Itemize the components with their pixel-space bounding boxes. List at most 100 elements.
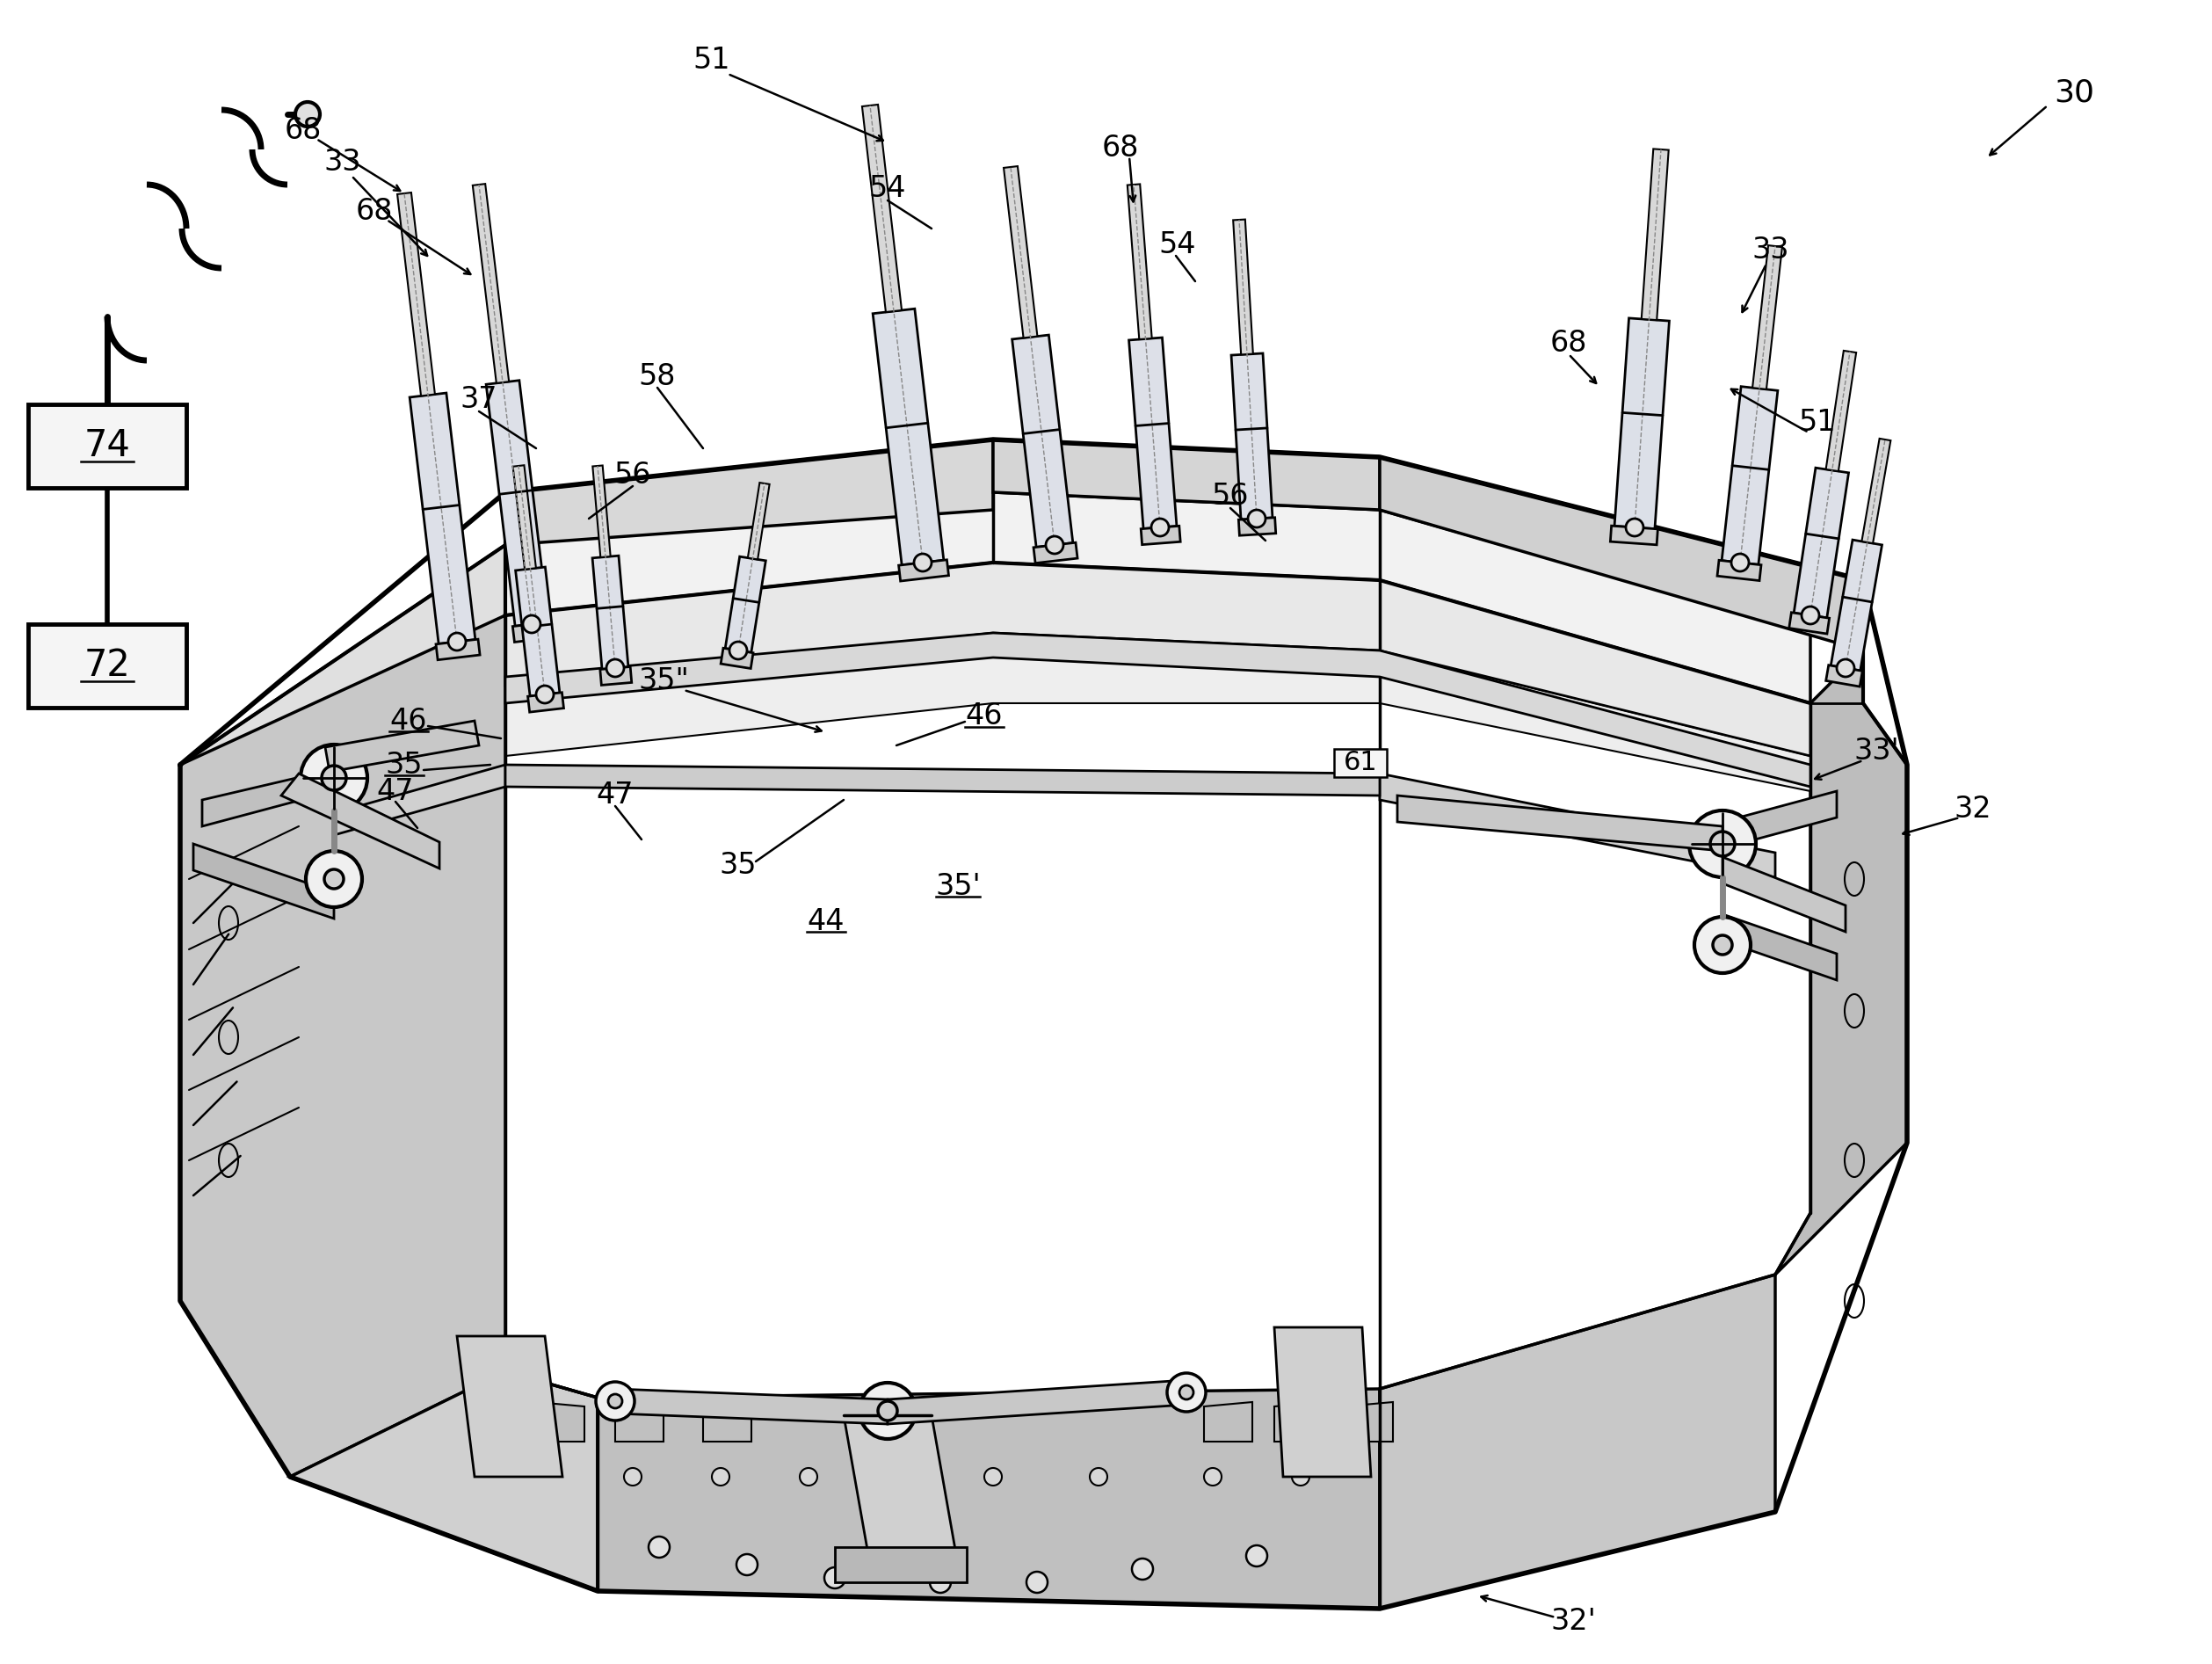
Circle shape	[305, 850, 363, 907]
Polygon shape	[201, 769, 334, 827]
Text: 32': 32'	[1551, 1607, 1595, 1636]
Circle shape	[294, 102, 321, 126]
Text: 46: 46	[389, 706, 427, 735]
Text: 56: 56	[1212, 483, 1250, 511]
Polygon shape	[458, 1336, 562, 1476]
Polygon shape	[993, 439, 1380, 509]
Polygon shape	[1033, 542, 1077, 562]
Polygon shape	[593, 556, 628, 669]
Text: 68: 68	[1102, 133, 1139, 161]
Circle shape	[878, 1401, 898, 1421]
Polygon shape	[726, 556, 765, 652]
Circle shape	[984, 1468, 1002, 1486]
Circle shape	[1168, 1373, 1206, 1411]
Polygon shape	[529, 692, 564, 712]
Polygon shape	[1615, 318, 1670, 529]
Text: 47: 47	[376, 777, 414, 805]
Circle shape	[321, 765, 347, 790]
Text: 56: 56	[615, 461, 650, 489]
Text: 33': 33'	[1854, 737, 1900, 765]
Text: 35": 35"	[637, 667, 688, 696]
Polygon shape	[281, 774, 440, 869]
Circle shape	[1732, 554, 1750, 571]
Text: 72: 72	[84, 647, 131, 684]
Text: 47: 47	[597, 780, 635, 810]
Polygon shape	[1141, 526, 1181, 544]
Polygon shape	[874, 310, 945, 566]
Circle shape	[535, 686, 553, 704]
Polygon shape	[1128, 338, 1177, 529]
Polygon shape	[436, 639, 480, 661]
Polygon shape	[535, 1403, 584, 1441]
Circle shape	[301, 744, 367, 812]
Polygon shape	[1128, 185, 1152, 339]
Polygon shape	[515, 567, 560, 696]
Polygon shape	[1013, 334, 1073, 547]
Polygon shape	[409, 393, 476, 644]
Circle shape	[608, 1394, 622, 1408]
Polygon shape	[1398, 795, 1723, 850]
Polygon shape	[615, 1389, 887, 1424]
Polygon shape	[1790, 612, 1829, 634]
Polygon shape	[1832, 539, 1882, 671]
Polygon shape	[863, 105, 902, 313]
Circle shape	[929, 1572, 951, 1592]
Polygon shape	[1239, 518, 1276, 536]
Polygon shape	[1641, 148, 1668, 319]
Polygon shape	[504, 632, 1809, 787]
Polygon shape	[504, 439, 993, 546]
Text: 35': 35'	[936, 872, 980, 900]
Text: 46: 46	[967, 702, 1002, 730]
Text: 58: 58	[639, 361, 677, 391]
Circle shape	[449, 632, 467, 651]
Text: 32: 32	[1953, 794, 1991, 824]
Polygon shape	[1274, 1403, 1323, 1441]
Polygon shape	[29, 624, 186, 707]
Text: 74: 74	[84, 428, 131, 464]
Polygon shape	[834, 1548, 967, 1582]
Circle shape	[1801, 607, 1818, 624]
Polygon shape	[748, 483, 770, 559]
Circle shape	[1248, 509, 1265, 527]
Polygon shape	[513, 622, 553, 642]
Polygon shape	[192, 844, 334, 919]
Text: 68: 68	[285, 115, 321, 145]
Text: 54: 54	[1159, 230, 1197, 260]
Circle shape	[1710, 832, 1734, 857]
Polygon shape	[290, 1371, 597, 1591]
Polygon shape	[1825, 666, 1863, 687]
Circle shape	[1694, 917, 1750, 973]
Circle shape	[1292, 1468, 1310, 1486]
Circle shape	[606, 659, 624, 677]
Circle shape	[1091, 1468, 1108, 1486]
Circle shape	[1626, 519, 1644, 536]
Polygon shape	[1752, 245, 1783, 389]
Text: 68: 68	[1551, 328, 1588, 358]
Polygon shape	[599, 667, 633, 686]
Polygon shape	[1717, 561, 1761, 581]
Circle shape	[1836, 659, 1854, 677]
Text: 33: 33	[325, 148, 361, 176]
Text: 54: 54	[869, 175, 907, 203]
Circle shape	[1712, 935, 1732, 955]
Circle shape	[325, 869, 343, 889]
Polygon shape	[721, 647, 754, 669]
Circle shape	[648, 1536, 670, 1558]
Polygon shape	[1721, 386, 1778, 564]
Polygon shape	[1863, 439, 1891, 544]
Circle shape	[914, 554, 931, 571]
Polygon shape	[1380, 458, 1863, 651]
Polygon shape	[898, 559, 949, 581]
Polygon shape	[887, 1379, 1186, 1424]
Polygon shape	[843, 1416, 958, 1564]
Circle shape	[712, 1468, 730, 1486]
Circle shape	[1150, 519, 1168, 536]
Circle shape	[1245, 1546, 1267, 1566]
Polygon shape	[1345, 1403, 1394, 1441]
Polygon shape	[1380, 774, 1776, 877]
Polygon shape	[487, 381, 549, 626]
Polygon shape	[1825, 351, 1856, 471]
Polygon shape	[615, 1403, 664, 1441]
Polygon shape	[513, 466, 535, 569]
Polygon shape	[473, 183, 509, 383]
